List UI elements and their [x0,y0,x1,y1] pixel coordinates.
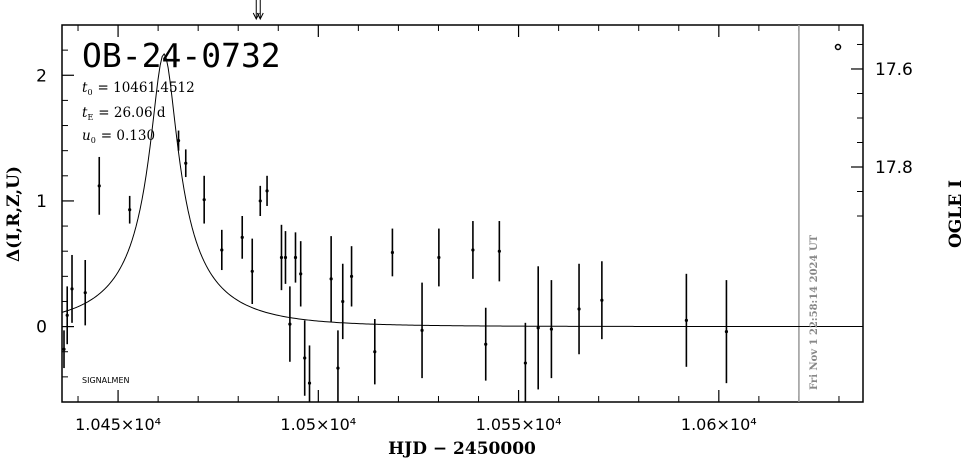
right-tick-label: 17.8 [875,158,913,178]
data-point [349,274,354,278]
right-axis-label: OGLE I [946,180,965,248]
data-point [577,307,581,311]
data-point [390,250,395,255]
y-axis-label: Δ(I,R,Z,U) [4,166,24,262]
data-point [549,327,554,331]
data-point [437,255,441,260]
param-u0-label: u [82,128,91,144]
x-tick-label: 1.05×10⁴ [280,415,356,434]
data-point [176,139,181,143]
data-point [684,318,688,322]
y-tick-label: 1 [36,192,47,212]
param-te: tE = 26.06 d [82,105,166,122]
param-te-sub: E [87,113,93,122]
data-point [240,235,244,239]
data-point [258,199,262,203]
data-point [97,184,101,188]
param-u0: u0 = 0.130 [82,128,155,145]
param-t0-label: t [82,80,88,96]
model-curve-path [62,52,863,328]
data-point [62,347,66,351]
peak-arrow-icon [252,0,264,21]
data-point [497,249,501,253]
model-curve [62,52,863,328]
data-point [307,381,312,385]
data-point [471,248,475,252]
axis-ticks: 1.045×10⁴ 1.05×10⁴ 1.055×10⁴ 1.06×10⁴ 0 1 2 17.… [36,25,913,434]
data-point [536,326,540,330]
data-point [724,330,729,334]
x-tick-label: 1.06×10⁴ [681,415,757,434]
chart-title: OB-24-0732 [82,36,281,75]
param-te-label: t [82,105,88,121]
corner-marker-icon [834,43,842,51]
data-point [523,361,527,365]
data-point [329,277,333,281]
svg-text:t0= 10461.4512: t0 = 10461.4512 [82,80,195,97]
right-tick-label: 17.6 [875,60,913,80]
param-te-value: = 26.06 d [98,105,166,121]
data-point [288,322,292,326]
x-tick-label: 1.055×10⁴ [476,415,562,434]
arrow-head [256,12,264,21]
data-point [336,366,340,370]
data-point [83,291,87,295]
param-u0-value: = 0.130 [101,128,155,144]
x-tick-label: 1.045×10⁴ [75,415,161,434]
data-point [279,255,284,260]
date-stamp: Fri Nov 1 22:58:14 2024 UT [809,234,820,390]
data-point [373,350,377,354]
param-u0-sub: 0 [91,136,96,145]
x-axis-label: HJD − 2450000 [388,439,536,459]
param-t0-sub: 0 [87,88,92,97]
data-point [303,356,307,360]
data-point [600,298,604,302]
data-points [62,130,729,402]
data-point [299,272,303,276]
param-t0-value: = 10461.4512 [98,80,195,96]
data-point [420,328,424,332]
footer-label: SIGNALMEN [82,376,130,385]
data-point [293,255,298,260]
data-point [202,198,206,202]
data-point [128,208,132,212]
data-point [70,287,74,291]
data-point [283,255,288,260]
data-point [484,342,488,346]
data-point [220,248,224,252]
data-point [250,269,254,273]
plot-frame [61,24,864,403]
y-tick-label: 0 [36,318,47,338]
svg-text:u0= 0.130: u0 = 0.130 [82,128,155,145]
data-point [341,299,345,304]
param-t0: t0 = 10461.4512 [82,80,195,97]
data-point [265,189,269,193]
data-point [65,313,69,317]
svg-text:tE= 26.06 d: tE = 26.06 d [82,105,166,122]
y-tick-label: 2 [36,66,47,86]
data-point [184,161,188,165]
